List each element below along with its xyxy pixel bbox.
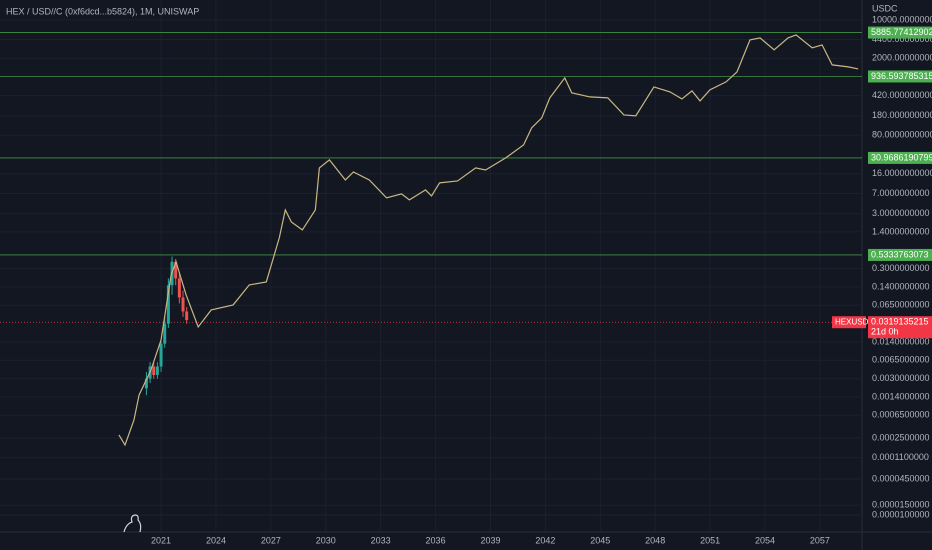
- x-tick-label: 2039: [480, 535, 500, 545]
- candle-body: [163, 323, 167, 344]
- level-label-box: [868, 151, 932, 164]
- y-tick-label: 0.0140000000: [872, 336, 930, 346]
- level-label: 5885.7741290257: [871, 27, 932, 37]
- candle-body: [166, 285, 170, 324]
- y-tick-label: 0.0001100000: [872, 452, 929, 462]
- y-tick-label: 0.0014000000: [872, 391, 930, 401]
- y-tick-label: 0.3000000000: [872, 263, 930, 273]
- level-label: 0.5333763073: [871, 249, 929, 259]
- y-tick-label: 0.0650000000: [872, 300, 930, 310]
- level-label: 30.9686190799: [871, 152, 932, 162]
- y-tick-label: 3.0000000000: [872, 208, 930, 218]
- y-tick-label: 0.0006500000: [872, 410, 930, 420]
- price-line: [118, 34, 859, 447]
- last-price-label: 0.0319135215: [871, 317, 929, 327]
- level-label-box: [868, 248, 932, 261]
- candle-body: [155, 366, 159, 376]
- plot: [0, 32, 862, 447]
- candle-body: [174, 261, 178, 279]
- y-tick-label: 0.1400000000: [872, 281, 930, 291]
- x-tick-label: 2051: [700, 535, 720, 545]
- last-price-name-box: [832, 316, 866, 329]
- candle-body: [152, 366, 156, 376]
- last-price-countdown: 21d 0h: [871, 327, 899, 337]
- last-price-name: HEXUSDC: [835, 317, 874, 326]
- y-tick-label: 0.0030000000: [872, 373, 930, 383]
- y-tick-label: 10000.0000000000: [872, 14, 932, 24]
- y-tick-label: 16.0000000000: [872, 168, 932, 178]
- candle-body: [159, 343, 163, 367]
- candle-body: [177, 278, 181, 298]
- y-tick-label: 0.0002500000: [872, 432, 930, 442]
- x-tick-label: 2033: [371, 535, 391, 545]
- y-tick-label: 2000.0000000000: [872, 53, 932, 63]
- x-tick-label: 2048: [645, 535, 665, 545]
- candle-body: [185, 311, 189, 321]
- y-unit: USDC: [872, 3, 898, 13]
- x-tick-label: 2036: [426, 535, 446, 545]
- x-tick-label: 2027: [261, 535, 281, 545]
- chart-title: HEX / USD//C (0xf6dcd...b5824), 1M, UNIS…: [6, 6, 199, 16]
- x-tick-label: 2024: [206, 535, 226, 545]
- y-tick-label: 0.0065000000: [872, 355, 930, 365]
- candle-body: [144, 378, 148, 389]
- y-tick-label: 80.0000000000: [872, 130, 932, 140]
- y-tick-label: 7.0000000000: [872, 188, 930, 198]
- y-tick-label: 0.0000150000: [872, 500, 930, 510]
- x-tick-label: 2042: [535, 535, 555, 545]
- level-label-box: [868, 70, 932, 83]
- x-tick-label: 2057: [810, 535, 830, 545]
- x-tick-label: 2021: [151, 535, 171, 545]
- x-tick-label: 2054: [755, 535, 775, 545]
- x-tick-label: 2030: [316, 535, 336, 545]
- y-tick-label: 180.0000000000: [872, 110, 932, 120]
- y-tick-label: 0.0000100000: [872, 509, 930, 519]
- tv-logo: [123, 514, 142, 533]
- candle-body: [181, 297, 185, 312]
- y-tick-label: 1.4000000000: [872, 226, 930, 236]
- level-label: 936.5937853158: [871, 71, 932, 81]
- level-label-box: [868, 26, 932, 39]
- logo-shape: [123, 514, 142, 533]
- y-tick-label: 420.0000000000: [872, 90, 932, 100]
- y-tick-label: 0.0000450000: [872, 473, 930, 483]
- y-tick-label: 4400.0000000000: [872, 34, 932, 44]
- x-tick-label: 2045: [590, 535, 610, 545]
- axis: 10000.0000000000 4400.0000000000 2000.0000…: [151, 14, 932, 545]
- last-price-box: [868, 316, 932, 339]
- grid: [0, 0, 862, 532]
